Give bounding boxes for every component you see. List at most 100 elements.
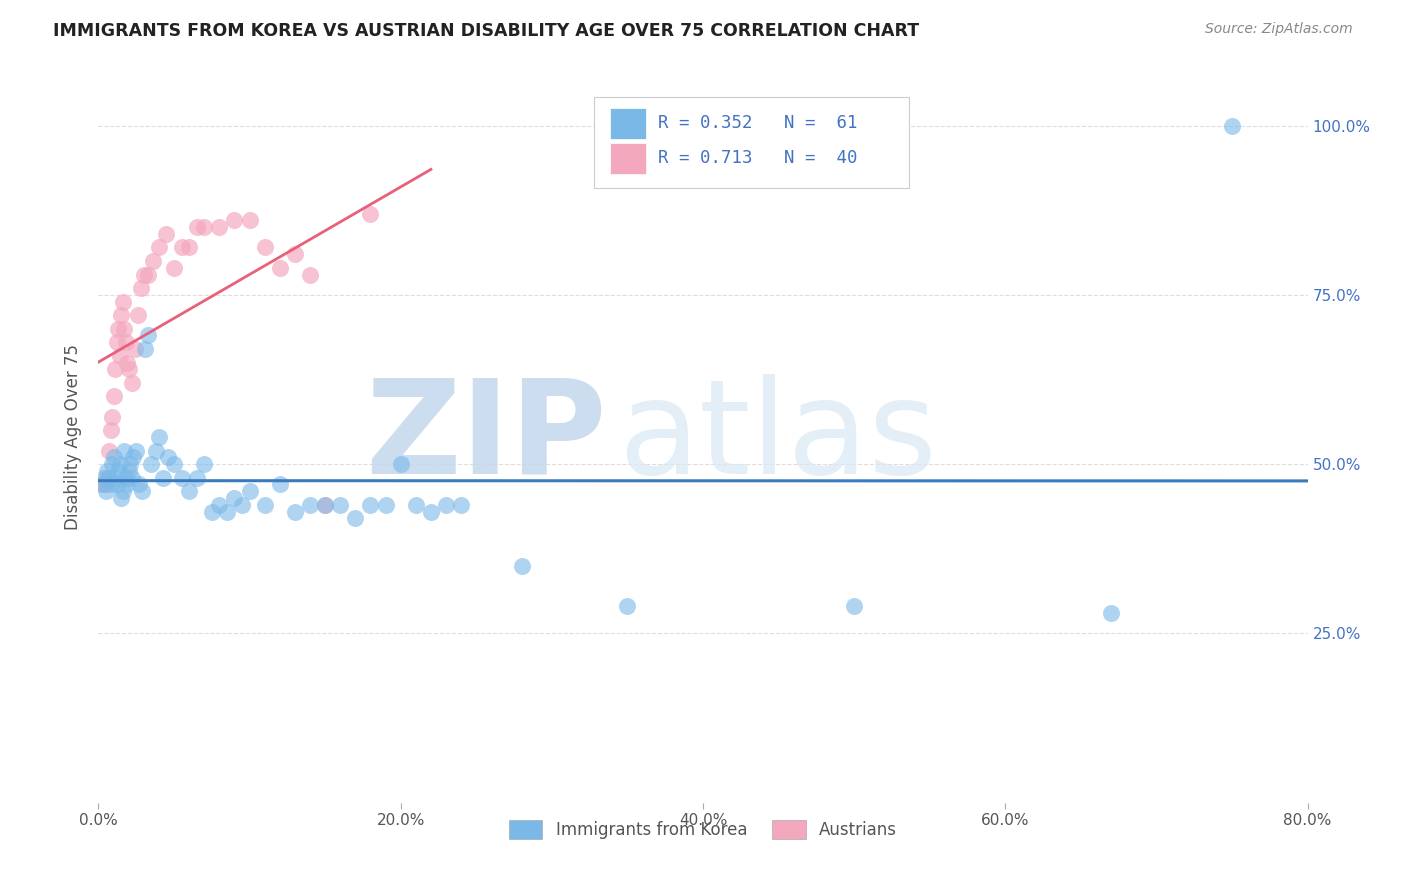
Point [121,471,143,485]
Point [125,443,148,458]
Point [360,498,382,512]
Point [91,477,114,491]
Point [239,484,262,499]
Point [269,260,291,275]
Point [420,505,443,519]
FancyBboxPatch shape [610,143,647,174]
Text: R = 0.713   N =  40: R = 0.713 N = 40 [658,149,858,167]
Point [179,240,201,254]
Point [253,240,276,254]
Point [107,464,129,478]
Point [132,268,155,282]
Point [108,349,131,363]
Point [103,389,125,403]
Point [155,227,177,241]
Point [93,471,115,485]
Point [131,484,153,499]
Point [224,491,246,505]
Point [374,498,396,512]
Text: R = 0.352   N =  61: R = 0.352 N = 61 [658,113,858,131]
Point [239,213,262,227]
Point [224,213,246,227]
Point [163,457,186,471]
Point [186,220,208,235]
Point [163,260,186,275]
Point [96,471,118,485]
Point [115,355,138,369]
Text: atlas: atlas [619,374,938,500]
Point [360,206,382,220]
Point [314,498,336,512]
Text: ZIP: ZIP [364,374,606,500]
Point [201,505,224,519]
Point [231,498,253,512]
Point [844,599,866,614]
Point [284,505,307,519]
Point [98,471,121,485]
Point [111,484,134,499]
Point [186,471,208,485]
Point [156,450,179,465]
Point [111,294,134,309]
Point [136,328,159,343]
Y-axis label: Disability Age Over 75: Disability Age Over 75 [65,344,83,530]
Point [122,450,145,465]
Point [101,409,124,424]
Text: IMMIGRANTS FROM KOREA VS AUSTRIAN DISABILITY AGE OVER 75 CORRELATION CHART: IMMIGRANTS FROM KOREA VS AUSTRIAN DISABI… [53,22,920,40]
Point [112,443,135,458]
Point [115,477,138,491]
Point [450,498,472,512]
FancyBboxPatch shape [595,97,908,188]
Point [128,477,150,491]
Point [148,430,170,444]
Point [145,443,167,458]
Point [105,335,128,350]
Point [94,477,117,491]
Point [148,240,170,254]
Point [510,558,533,573]
Point [1099,606,1122,620]
Point [208,498,231,512]
Point [215,505,238,519]
Point [329,498,352,512]
Point [253,498,276,512]
Point [105,477,128,491]
Point [299,498,322,512]
Point [112,322,135,336]
Point [108,457,131,471]
Point [96,464,118,478]
Text: Source: ZipAtlas.com: Source: ZipAtlas.com [1205,22,1353,37]
Point [100,477,122,491]
Point [389,457,412,471]
Point [193,457,215,471]
Point [208,220,231,235]
Point [114,471,136,485]
Point [129,281,152,295]
Point [104,471,127,485]
Point [179,484,201,499]
Point [121,376,143,390]
Point [120,457,142,471]
Point [104,362,127,376]
Point [170,240,193,254]
Point [136,268,159,282]
Point [118,464,141,478]
Point [405,498,427,512]
Point [152,471,174,485]
Point [134,342,156,356]
Point [103,450,125,465]
Point [434,498,457,512]
Point [284,247,307,261]
Point [344,511,367,525]
Point [94,484,117,499]
Point [118,362,141,376]
Point [127,308,149,322]
Point [110,308,132,322]
Point [124,342,146,356]
Point [110,491,132,505]
Point [314,498,336,512]
Point [142,254,165,268]
Point [98,443,121,458]
Point [1220,119,1243,133]
Point [91,477,114,491]
